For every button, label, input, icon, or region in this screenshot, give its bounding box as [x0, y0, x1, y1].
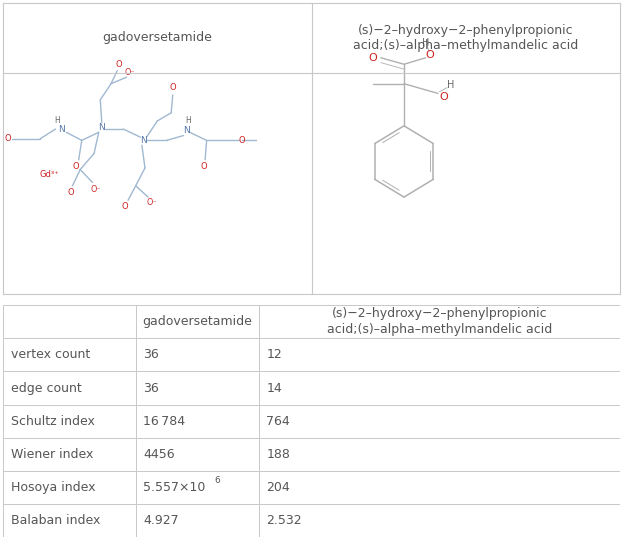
Text: 764: 764 — [267, 415, 290, 428]
Text: Gd³⁺: Gd³⁺ — [39, 170, 59, 179]
Text: 12: 12 — [267, 348, 282, 361]
Text: O: O — [239, 136, 245, 145]
Text: Schultz index: Schultz index — [11, 415, 95, 428]
Text: N: N — [140, 136, 147, 145]
Text: 14: 14 — [267, 382, 282, 395]
Text: 4456: 4456 — [143, 448, 174, 461]
Text: 2.532: 2.532 — [267, 514, 302, 527]
Text: O: O — [72, 162, 79, 171]
Text: 188: 188 — [267, 448, 290, 461]
Text: O: O — [4, 134, 11, 143]
Text: N: N — [98, 123, 105, 132]
Text: O⁻: O⁻ — [90, 185, 101, 193]
Text: O: O — [121, 201, 128, 211]
Text: H: H — [422, 38, 429, 48]
Text: H: H — [185, 117, 191, 125]
Text: N: N — [59, 125, 65, 133]
Text: O: O — [426, 50, 435, 59]
Text: gadoversetamide: gadoversetamide — [102, 31, 212, 44]
Text: 36: 36 — [143, 348, 159, 361]
Text: (s)−2–hydroxy−2–phenylpropionic
acid;(s)–alpha–methylmandelic acid: (s)−2–hydroxy−2–phenylpropionic acid;(s)… — [353, 24, 578, 52]
Text: H: H — [447, 80, 454, 90]
Text: vertex count: vertex count — [11, 348, 90, 361]
Text: O: O — [169, 83, 176, 92]
Text: Wiener index: Wiener index — [11, 448, 93, 461]
Text: N: N — [183, 126, 190, 135]
Text: O: O — [440, 92, 449, 102]
Text: O: O — [200, 162, 207, 171]
Text: 6: 6 — [214, 476, 220, 485]
Text: H: H — [54, 117, 60, 125]
Text: Hosoya index: Hosoya index — [11, 481, 95, 494]
Text: edge count: edge count — [11, 382, 81, 395]
Text: 36: 36 — [143, 382, 159, 395]
Text: gadoversetamide: gadoversetamide — [143, 315, 252, 328]
Text: O: O — [115, 60, 122, 69]
Text: O⁻: O⁻ — [124, 68, 135, 77]
Text: 16 784: 16 784 — [143, 415, 185, 428]
Text: (s)−2–hydroxy−2–phenylpropionic
acid;(s)–alpha–methylmandelic acid: (s)−2–hydroxy−2–phenylpropionic acid;(s)… — [327, 307, 552, 336]
Text: O: O — [369, 53, 378, 63]
Text: 5.557×10: 5.557×10 — [143, 481, 206, 494]
Text: O: O — [68, 188, 74, 197]
Text: 204: 204 — [267, 481, 290, 494]
Text: Balaban index: Balaban index — [11, 514, 100, 527]
Text: 4.927: 4.927 — [143, 514, 179, 527]
Text: O⁻: O⁻ — [146, 198, 157, 207]
